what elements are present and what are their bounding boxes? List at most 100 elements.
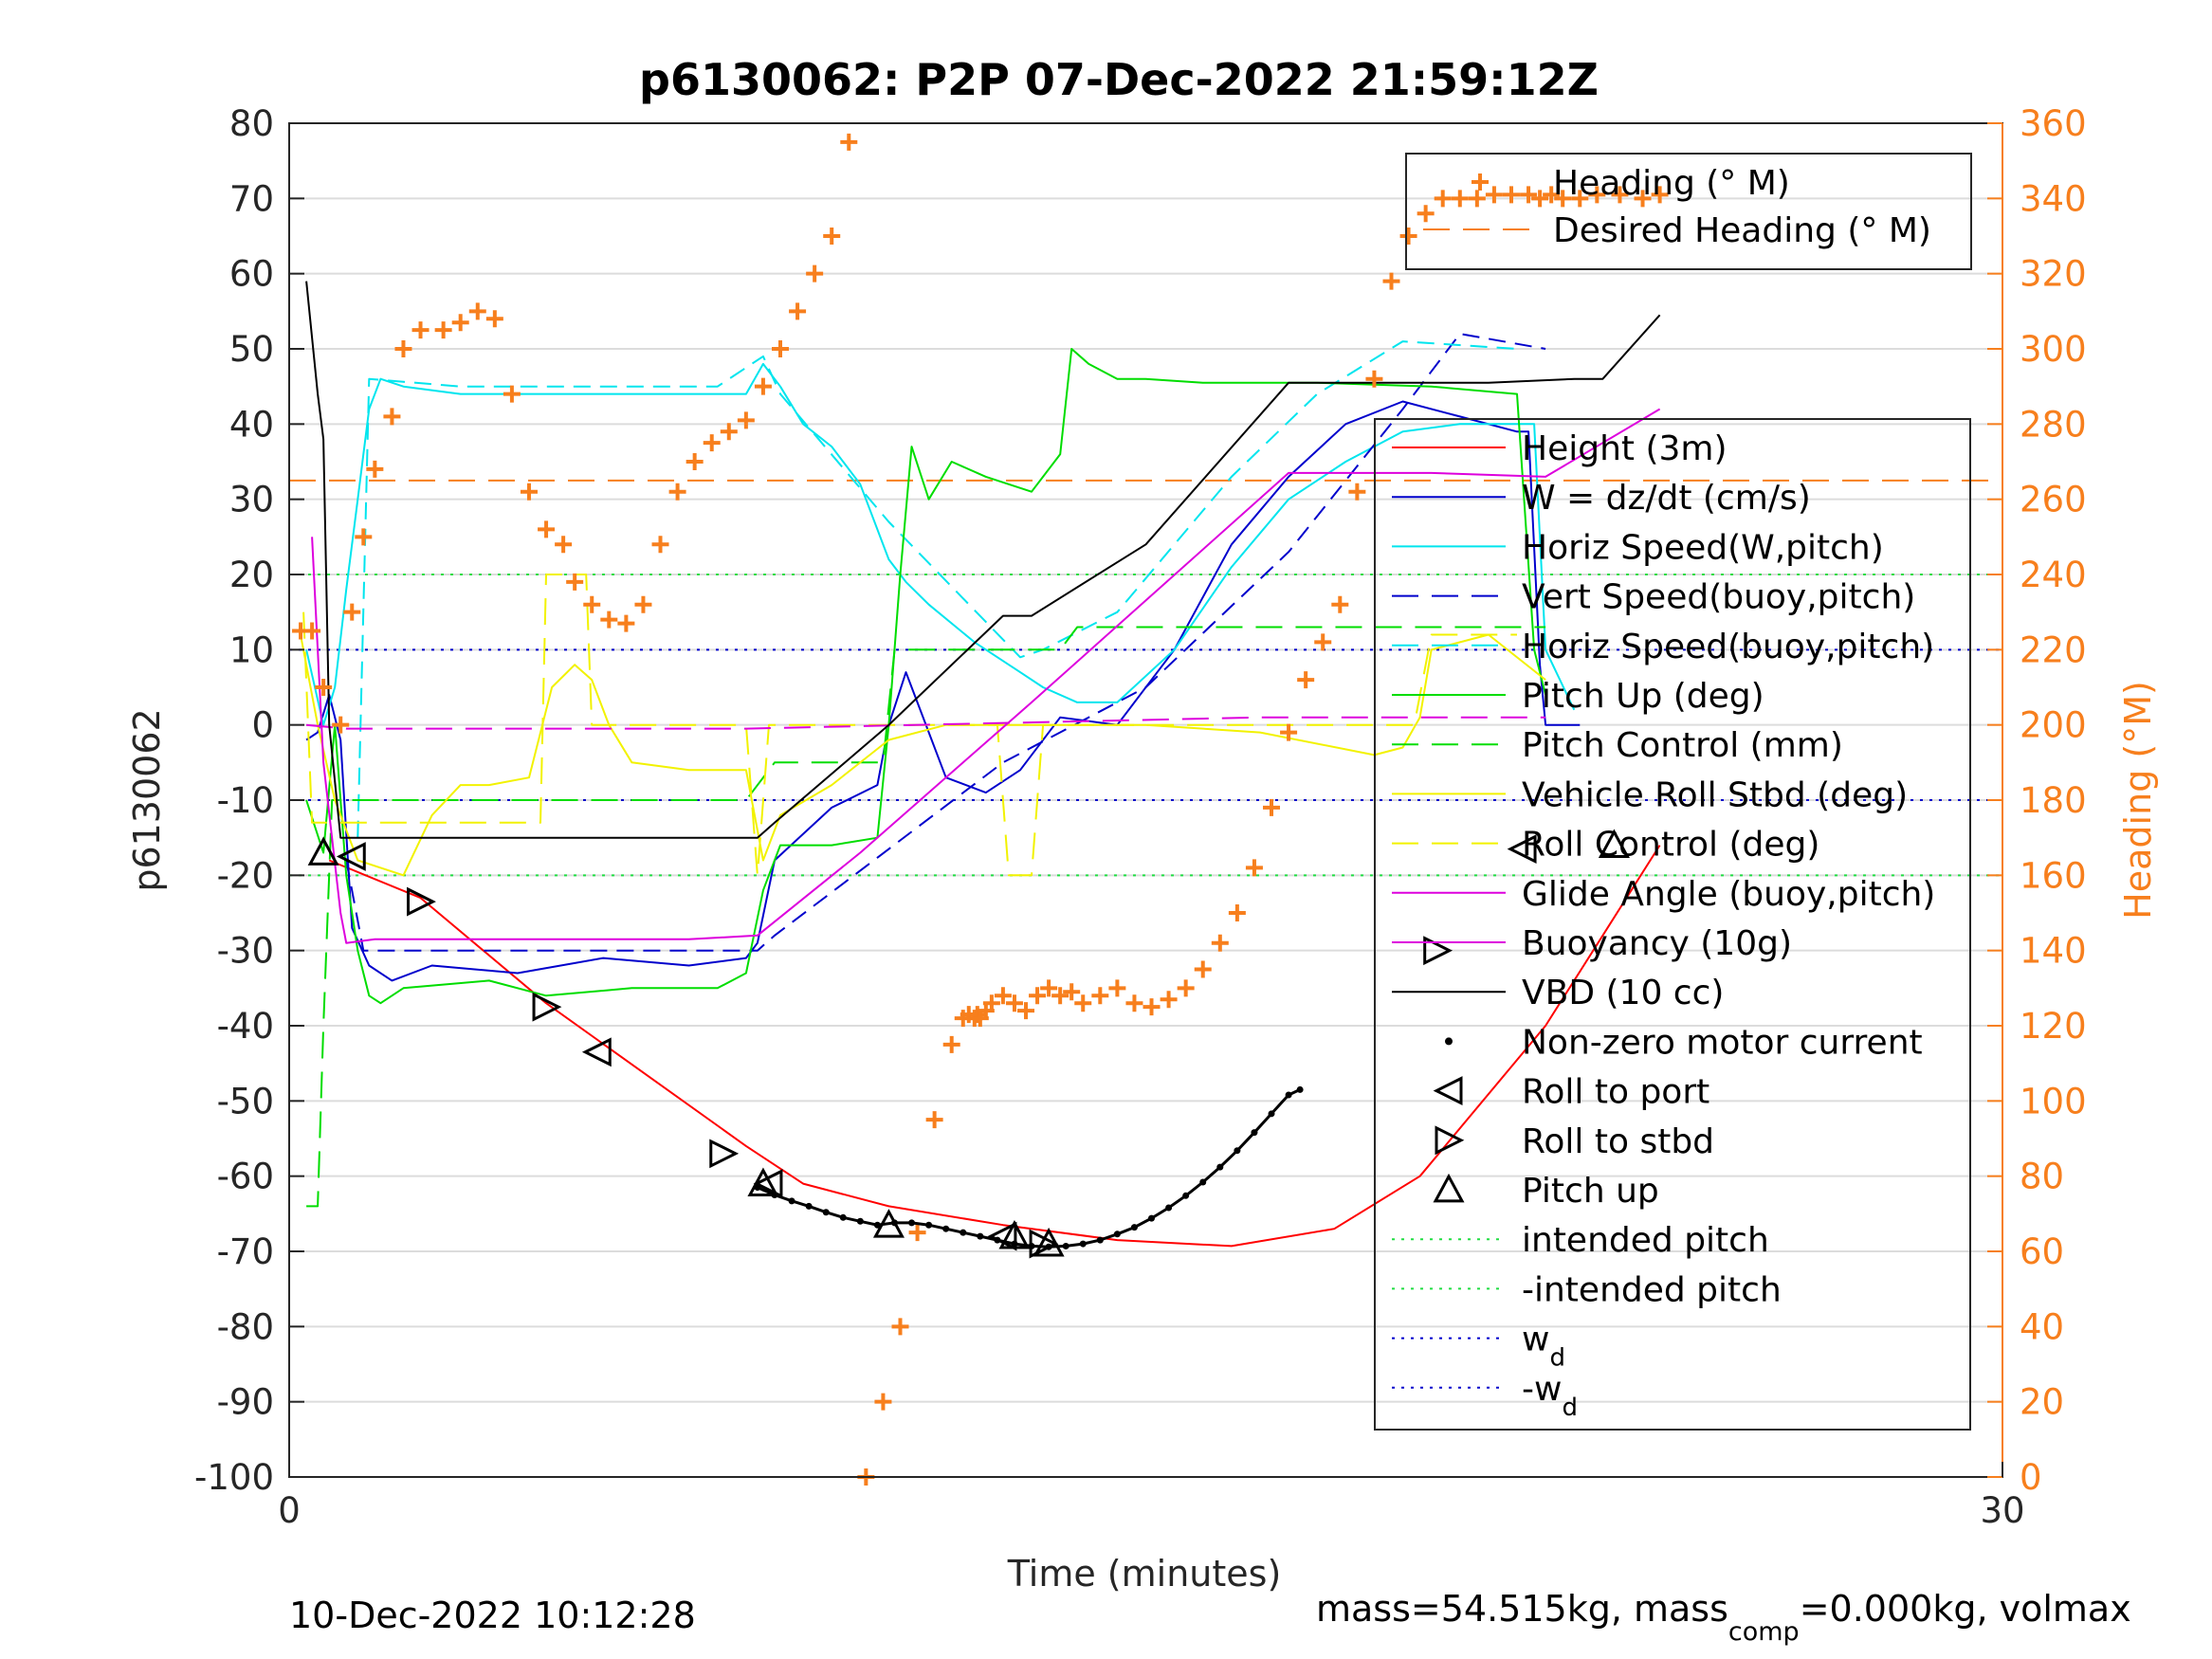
series-vehicle-roll-stbd-deg <box>300 633 1546 877</box>
heading-point <box>1543 186 1561 204</box>
legend-entry-horiz-speed-buoy-pitch: Horiz Speed(buoy,pitch) <box>1392 628 1934 666</box>
y-right-tick-label: 200 <box>2020 705 2087 746</box>
series-vbd-10-cc <box>305 281 1661 839</box>
heading-point <box>1451 190 1469 208</box>
heading-point <box>840 133 858 151</box>
y-right-tick-label: 360 <box>2020 103 2087 144</box>
motor-current-point <box>908 1219 916 1227</box>
heading-point <box>468 302 486 320</box>
footer-mass-prefix: mass=54.515kg, mass <box>1316 1588 1728 1630</box>
series-height-3m <box>328 845 1661 1248</box>
roll-to-stbd-marker <box>1029 1229 1059 1259</box>
heading-point <box>1040 979 1058 997</box>
series-vert-speed-buoy-pitch <box>345 333 1546 952</box>
y-right-tick-label: 320 <box>2020 254 2087 295</box>
legend-label: Pitch Control (mm) <box>1522 726 1843 765</box>
y-right-tick-label: 340 <box>2020 178 2087 219</box>
legend-entry-buoyancy-10g: Buoyancy (10g) <box>1392 924 1792 963</box>
y-right-tick-label: 180 <box>2020 780 2087 821</box>
heading-point <box>451 314 469 332</box>
y-tick-label: -50 <box>217 1081 274 1121</box>
roll-to-port-marker <box>753 1169 783 1199</box>
y-tick-label: -60 <box>217 1157 274 1197</box>
heading-point <box>874 1393 892 1411</box>
motor-current-point <box>925 1221 933 1229</box>
y-right-tick-label: 300 <box>2020 329 2087 370</box>
heading-point <box>1280 723 1298 741</box>
y-tick-label: 40 <box>229 404 274 445</box>
y-axis-label: p6130062 <box>126 708 168 891</box>
heading-point <box>1297 671 1315 689</box>
x-tick-label: 0 <box>278 1490 301 1531</box>
y-tick-label: 60 <box>229 254 274 295</box>
heading-point <box>1160 991 1178 1009</box>
heading-point <box>394 340 412 357</box>
y-tick-label: -100 <box>194 1457 274 1498</box>
legend-swatch <box>1433 1173 1465 1203</box>
heading-point <box>789 302 807 320</box>
heading-point <box>1017 1002 1035 1020</box>
legend-label: Roll to stbd <box>1522 1122 1714 1161</box>
motor-current-point <box>1216 1163 1224 1171</box>
data-series <box>300 281 1661 1248</box>
y-tick-label: -70 <box>217 1231 274 1272</box>
x-axis-label: Time (minutes) <box>1007 1553 1282 1595</box>
legend-label: Non-zero motor current <box>1522 1023 1923 1062</box>
heading-point <box>1502 186 1520 204</box>
heading-point <box>891 1318 909 1336</box>
heading-point <box>434 321 452 339</box>
legend-entry-pitch-up: Pitch up <box>1433 1172 1659 1211</box>
heading-point <box>600 611 618 629</box>
legend-swatch <box>1433 1076 1463 1106</box>
series-glide-angle-buoy-pitch <box>306 716 1546 730</box>
legend-label: intended pitch <box>1522 1221 1769 1260</box>
heading-point <box>566 573 584 591</box>
pitch-up-marker <box>1598 829 1630 858</box>
heading-point <box>982 994 1000 1012</box>
heading-point <box>1063 983 1081 1001</box>
motor-current-point <box>1285 1091 1292 1099</box>
y-tick-label: -40 <box>217 1006 274 1047</box>
legend-label: Roll to port <box>1522 1073 1709 1112</box>
legend-swatch <box>1445 1037 1453 1046</box>
heading-point <box>1588 186 1606 204</box>
heading-point <box>1108 979 1126 997</box>
chart-title: p6130062: P2P 07-Dec-2022 21:59:12Z <box>639 54 1599 105</box>
series-buoyancy-10g <box>311 408 1661 944</box>
motor-current-point <box>822 1209 830 1216</box>
series-w-dz-dt-cm-s <box>305 400 1581 982</box>
motor-current-point <box>960 1229 967 1236</box>
footer-mass: mass=54.515kg, masscomp=0.000kg, volmax <box>1316 1588 2131 1647</box>
heading-point <box>1091 987 1109 1005</box>
heading-point <box>303 622 321 640</box>
motor-current-point <box>1148 1214 1156 1222</box>
footer-mass-sub: comp <box>1728 1617 1800 1647</box>
y-tick-label: 0 <box>251 705 274 746</box>
heading-point <box>668 483 686 501</box>
legend-label: Buoyancy (10g) <box>1522 924 1792 963</box>
series-horiz-speed-w-pitch <box>305 362 1576 726</box>
legend-box <box>1374 418 1971 1431</box>
legend-label: Pitch Up (deg) <box>1522 677 1764 716</box>
heading-point <box>1125 994 1143 1012</box>
heading-point <box>1029 987 1047 1005</box>
heading-point <box>520 483 538 501</box>
motor-current-point <box>1268 1110 1275 1118</box>
y-axis-right-label: Heading (°M) <box>2117 681 2159 920</box>
heading-point <box>1382 272 1400 290</box>
y-right-tick-label: 80 <box>2020 1157 2064 1197</box>
legend-box <box>1405 153 1972 270</box>
heading-point <box>651 536 669 554</box>
motor-current-point <box>1182 1192 1190 1199</box>
legend-label: Horiz Speed(buoy,pitch) <box>1522 628 1934 666</box>
heading-point <box>383 408 401 426</box>
legend-label: Roll Control (deg) <box>1522 826 1819 865</box>
motor-current-point <box>1234 1147 1241 1155</box>
y-tick-label: 20 <box>229 555 274 595</box>
pitch-up-marker <box>998 1219 1031 1249</box>
legend-entry-glide-angle-buoy-pitch: Glide Angle (buoy,pitch) <box>1392 875 1935 914</box>
heading-point <box>503 385 521 403</box>
legend-entry-vert-speed-buoy-pitch: Vert Speed(buoy,pitch) <box>1392 578 1915 617</box>
y-tick-label: 80 <box>229 103 274 144</box>
heading-point <box>1263 798 1281 816</box>
